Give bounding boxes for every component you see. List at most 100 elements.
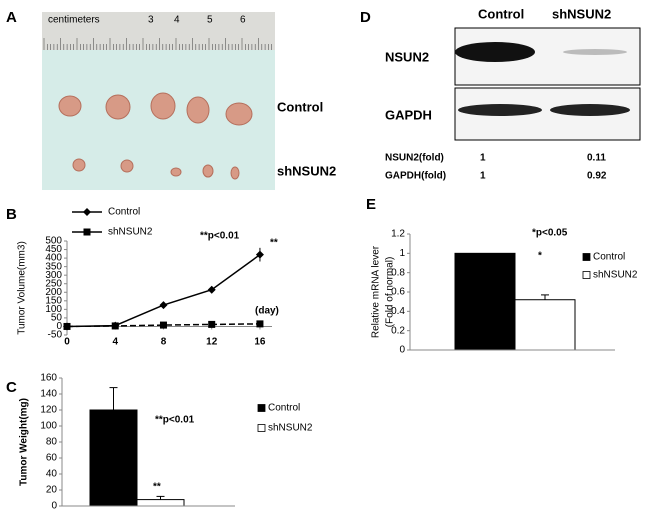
- panel-label: E: [366, 196, 376, 213]
- legend-swatch: [582, 271, 591, 279]
- legend-label: shNSUN2: [593, 270, 638, 281]
- x-tick-label: 0: [64, 337, 70, 348]
- bar: [89, 409, 138, 507]
- bar: [454, 252, 516, 351]
- tumor: [58, 95, 82, 117]
- marker: [159, 321, 167, 329]
- marker: [83, 228, 91, 236]
- quant-label: NSUN2(fold): [385, 153, 444, 164]
- x-tick-label: 16: [254, 337, 266, 348]
- y-tick-label: 200: [45, 287, 62, 298]
- band: [550, 104, 630, 116]
- bar: [136, 499, 185, 507]
- y-tick-label: 0: [51, 501, 57, 512]
- band: [458, 104, 542, 116]
- marker: [111, 322, 119, 330]
- band: [455, 42, 535, 62]
- y-tick-label: 50: [51, 313, 63, 324]
- y-tick-label: 350: [45, 261, 62, 272]
- tumor: [202, 164, 214, 178]
- tumor: [186, 96, 210, 124]
- legend-swatch: [257, 404, 266, 412]
- line: [66, 254, 261, 328]
- legend-label: shNSUN2: [268, 423, 313, 434]
- ruler: [42, 12, 275, 50]
- quant-value: 1: [480, 153, 486, 164]
- marker: [207, 285, 216, 294]
- marker: [256, 320, 264, 328]
- column-label: Control: [478, 6, 524, 21]
- quant-value: 0.92: [587, 171, 607, 182]
- y-tick-label: 20: [46, 485, 58, 496]
- ruler-number: 5: [207, 15, 213, 26]
- y-tick-label: 100: [40, 421, 57, 432]
- row-label: Control: [277, 99, 323, 114]
- annotation: **: [270, 238, 278, 249]
- tumor: [72, 158, 86, 172]
- legend-swatch: [582, 253, 591, 261]
- tumor: [120, 159, 134, 173]
- tumors: [58, 92, 253, 180]
- tumor: [150, 92, 176, 120]
- y-tick-label: 1.2: [391, 229, 405, 240]
- annotation: *: [538, 251, 542, 262]
- y-tick-label: 80: [46, 437, 58, 448]
- marker: [159, 301, 168, 310]
- blot-label: NSUN2: [385, 49, 429, 64]
- y-axis-label: Tumor Weight(mg): [19, 398, 30, 486]
- ruler-number: 6: [240, 15, 246, 26]
- quant-label: GAPDH(fold): [385, 171, 446, 182]
- x-tick-label: 8: [161, 337, 167, 348]
- y-axis-label: (Fold of normal): [385, 257, 396, 328]
- marker: [208, 320, 216, 328]
- x-axis-label: (day): [255, 306, 279, 317]
- y-tick-label: 60: [46, 453, 58, 464]
- legend-label: Control: [108, 207, 140, 218]
- tumor: [105, 94, 131, 120]
- quant-value: 1: [480, 171, 486, 182]
- ruler-label: centimeters: [48, 15, 100, 26]
- y-tick-label: 250: [45, 278, 62, 289]
- y-axis-label: Tumor Volume(mm3): [17, 241, 28, 335]
- legend-swatch: [257, 424, 266, 432]
- tumor: [170, 167, 182, 177]
- column-label: shNSUN2: [552, 6, 611, 21]
- panel-label: D: [360, 9, 371, 26]
- annotation: *p<0.05: [532, 228, 568, 239]
- y-tick-label: 400: [45, 253, 62, 264]
- marker: [83, 208, 91, 216]
- y-tick-label: 300: [45, 270, 62, 281]
- y-tick-label: 120: [40, 405, 57, 416]
- panel-label: A: [6, 9, 17, 26]
- annotation: **p<0.01: [155, 415, 195, 426]
- y-tick-label: 1: [399, 248, 405, 259]
- y-tick-label: -50: [48, 330, 63, 341]
- x-tick-label: 4: [112, 337, 118, 348]
- ruler-ticks: [43, 38, 273, 50]
- y-tick-label: 0.8: [391, 267, 405, 278]
- marker: [255, 250, 264, 259]
- y-tick-label: 100: [45, 304, 62, 315]
- y-tick-label: 0: [399, 345, 405, 356]
- annotation: **p<0.01: [200, 231, 240, 242]
- y-tick-label: 0.4: [391, 306, 405, 317]
- y-tick-label: 0.6: [391, 287, 405, 298]
- y-tick-label: 40: [46, 469, 58, 480]
- tumor: [225, 102, 253, 126]
- tumor: [230, 166, 240, 180]
- y-tick-label: 450: [45, 244, 62, 255]
- band: [563, 49, 627, 55]
- legend-label: Control: [268, 403, 300, 414]
- y-tick-label: 140: [40, 389, 57, 400]
- y-tick-label: 500: [45, 236, 62, 247]
- marker: [63, 322, 71, 330]
- bar: [514, 299, 576, 351]
- legend-label: Control: [593, 252, 625, 263]
- y-tick-label: 150: [45, 295, 62, 306]
- y-tick-label: 0: [56, 321, 62, 332]
- y-axis-label: Relative mRNA lever: [371, 245, 382, 338]
- ruler-number: 3: [148, 15, 154, 26]
- quant-value: 0.11: [587, 153, 606, 164]
- row-label: shNSUN2: [277, 163, 336, 178]
